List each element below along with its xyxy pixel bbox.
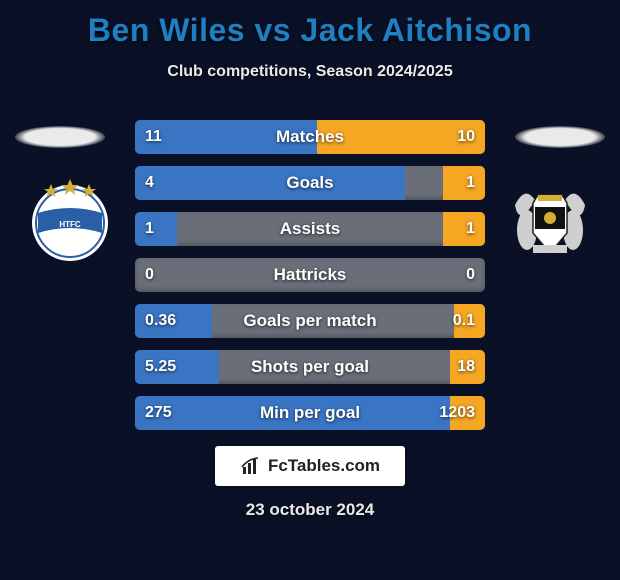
- stat-value-left: 0: [145, 258, 154, 292]
- stats-bar-chart: 1110Matches 41Goals 11Assists 0 0Hattricks 0.…: [135, 120, 485, 442]
- svg-text:HTFC: HTFC: [59, 220, 81, 229]
- stat-fill-left: [135, 120, 317, 154]
- stat-fill-left: [135, 212, 177, 246]
- stat-fill-left: [135, 396, 450, 430]
- stat-fill-right: [443, 166, 485, 200]
- stat-row: 11Assists: [135, 212, 485, 246]
- stat-label: Hattricks: [135, 258, 485, 292]
- stat-row: 0.360.1Goals per match: [135, 304, 485, 338]
- stat-row: 0 0Hattricks: [135, 258, 485, 292]
- stat-row: 2751203Min per goal: [135, 396, 485, 430]
- source-text: FcTables.com: [268, 456, 380, 476]
- stat-fill-left: [135, 166, 405, 200]
- source-badge: FcTables.com: [215, 446, 405, 486]
- club-crest-left: HTFC: [25, 175, 115, 265]
- stat-row: 1110Matches: [135, 120, 485, 154]
- player-shadow-left: [15, 126, 105, 148]
- stat-fill-right: [454, 304, 486, 338]
- stat-fill-right: [450, 350, 485, 384]
- comparison-date: 23 october 2024: [0, 500, 620, 520]
- stat-fill-right: [443, 212, 485, 246]
- stat-fill-left: [135, 304, 212, 338]
- stat-fill-right: [450, 396, 485, 430]
- stat-fill-right: [317, 120, 485, 154]
- stat-row: 5.2518Shots per goal: [135, 350, 485, 384]
- player-shadow-right: [515, 126, 605, 148]
- comparison-subtitle: Club competitions, Season 2024/2025: [0, 63, 620, 81]
- stat-row: 41Goals: [135, 166, 485, 200]
- stat-value-right: 0: [466, 258, 475, 292]
- stat-fill-left: [135, 350, 219, 384]
- comparison-title: Ben Wiles vs Jack Aitchison: [0, 0, 620, 49]
- chart-icon: [240, 455, 262, 477]
- club-crest-right: [505, 175, 595, 265]
- stat-label: Assists: [135, 212, 485, 246]
